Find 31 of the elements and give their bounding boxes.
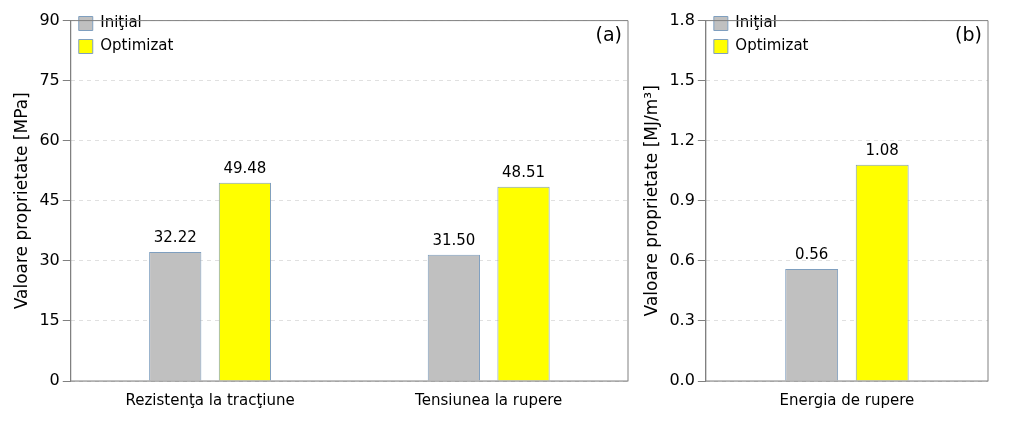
y-axis-title: Valoare proprietate [MJ/m³]	[640, 85, 661, 317]
legend-label: Optimizat	[100, 36, 174, 55]
y-tick-label: 0.6	[669, 250, 695, 270]
data-label: 31.50	[432, 231, 476, 250]
annotation: (a)	[595, 23, 622, 46]
x-tick-label: Rezistenţa la tracţiune	[125, 390, 295, 409]
y-tick-label: 90	[39, 9, 60, 29]
y-tick-label: 60	[39, 129, 60, 149]
y-tick-label: 75	[39, 69, 60, 89]
y-tick-label: 15	[39, 310, 60, 330]
legend-label: Iniţial	[735, 13, 777, 32]
y-tick-label: 1.5	[669, 69, 695, 89]
data-label: 49.48	[223, 159, 267, 178]
data-label: 48.51	[502, 163, 545, 182]
y-tick-label: 0	[49, 370, 60, 390]
text: (b)	[955, 23, 982, 46]
y-tick-label: 0.0	[669, 370, 695, 390]
data-label: 32.22	[153, 228, 197, 247]
x-tick-label: Energia de rupere	[779, 390, 915, 409]
y-tick-label: 30	[39, 250, 60, 270]
y-tick-label: 0.9	[669, 189, 695, 209]
y-tick-label: 0.3	[669, 310, 695, 330]
y-axis-title: Valoare proprietate [MPa]	[10, 92, 31, 310]
data-label: 1.08	[865, 141, 899, 160]
y-tick-label: 1.2	[669, 129, 695, 149]
data-label: 0.56	[794, 245, 829, 264]
legend-label: Optimizat	[735, 36, 809, 55]
y-tick-label: 45	[39, 189, 60, 209]
legend-label: Iniţial	[100, 13, 142, 32]
x-tick-label: Tensiunea la rupere	[414, 390, 563, 409]
y-tick-label: 1.8	[669, 9, 695, 29]
